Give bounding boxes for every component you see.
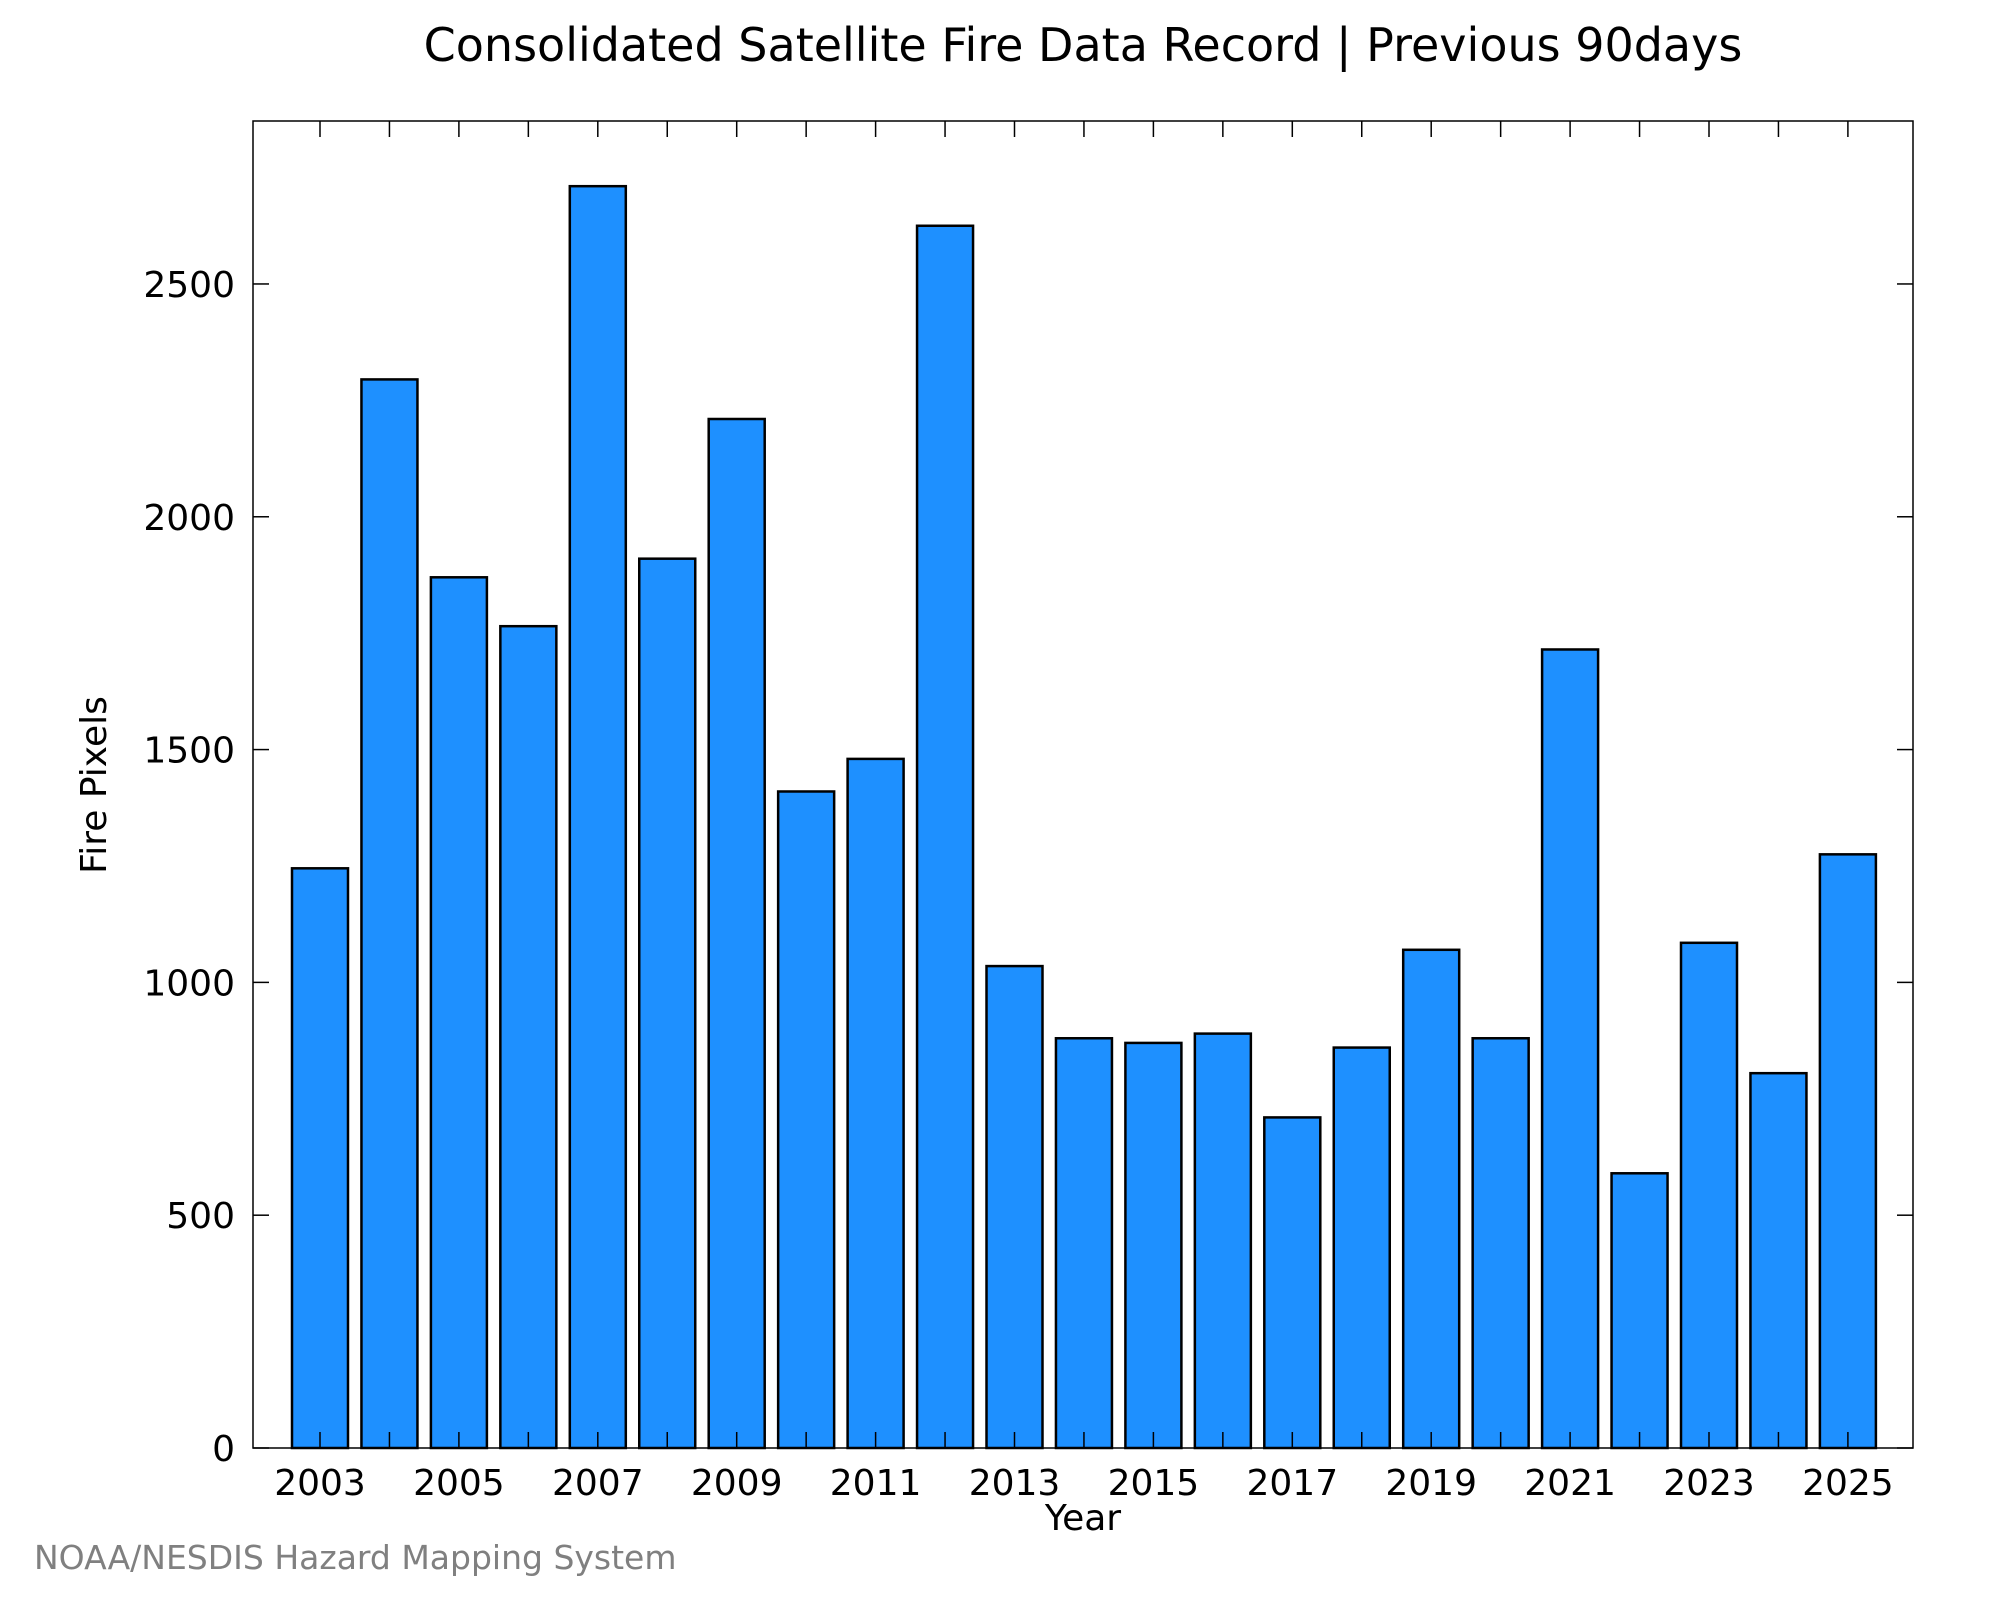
x-tick-label-2017: 2017 [1246,1463,1338,1504]
x-tick-labels: 2003 2005 2007 2009 2011 2013 2015 2017 2019 2021… [274,1463,1894,1504]
y-tick-label-1500: 1500 [143,731,235,772]
x-axis-label: Year [1044,1498,1121,1539]
source-credit: NOAA/NESDIS Hazard Mapping System [34,1538,677,1577]
bar-2006 [499,624,558,1450]
x-tick-label-2011: 2011 [830,1463,922,1504]
bar-2021 [1540,648,1600,1450]
chart-title: Consolidated Satellite Fire Data Record … [423,18,1743,72]
bar-2010 [776,790,836,1450]
bar-2014 [1054,1037,1114,1450]
x-tick-label-2019: 2019 [1385,1463,1477,1504]
y-tick-label-0: 0 [212,1429,235,1470]
x-tick-label-2025: 2025 [1802,1463,1894,1504]
y-tick-label-2500: 2500 [143,265,235,306]
bars-group [290,184,1878,1450]
y-axis-label: Fire Pixels [74,696,115,874]
bar-2024 [1749,1071,1808,1450]
bar-2015 [1124,1041,1183,1450]
x-tick-label-2015: 2015 [1108,1463,1200,1504]
bar-2022 [1610,1172,1669,1450]
x-tick-label-2009: 2009 [691,1463,783,1504]
x-tick-label-2013: 2013 [969,1463,1061,1504]
bar-2023 [1679,941,1739,1450]
y-tick-labels: 0 500 1000 1500 2000 2500 [143,265,235,1470]
x-tick-label-2023: 2023 [1663,1463,1755,1504]
bar-2012 [915,224,975,1450]
x-tick-label-2007: 2007 [552,1463,644,1504]
bar-2016 [1193,1032,1253,1450]
x-tick-label-2021: 2021 [1524,1463,1616,1504]
bar-2007 [568,184,628,1450]
bar-2019 [1401,948,1461,1450]
bar-2003 [290,867,350,1450]
bar-2008 [638,557,697,1450]
x-tick-label-2005: 2005 [413,1463,505,1504]
bar-2017 [1263,1116,1322,1450]
bar-2018 [1332,1046,1391,1450]
y-tick-label-1000: 1000 [143,963,235,1004]
bar-2025 [1818,853,1878,1450]
bar-2020 [1471,1037,1530,1450]
bar-2013 [985,964,1044,1450]
bar-2005 [429,576,489,1450]
ticks-group [253,121,1913,1449]
bar-2004 [360,378,419,1450]
bar-2011 [846,757,905,1450]
y-tick-label-500: 500 [166,1196,235,1237]
x-tick-label-2003: 2003 [274,1463,366,1504]
bar-2009 [707,417,766,1450]
y-tick-label-2000: 2000 [143,498,235,539]
